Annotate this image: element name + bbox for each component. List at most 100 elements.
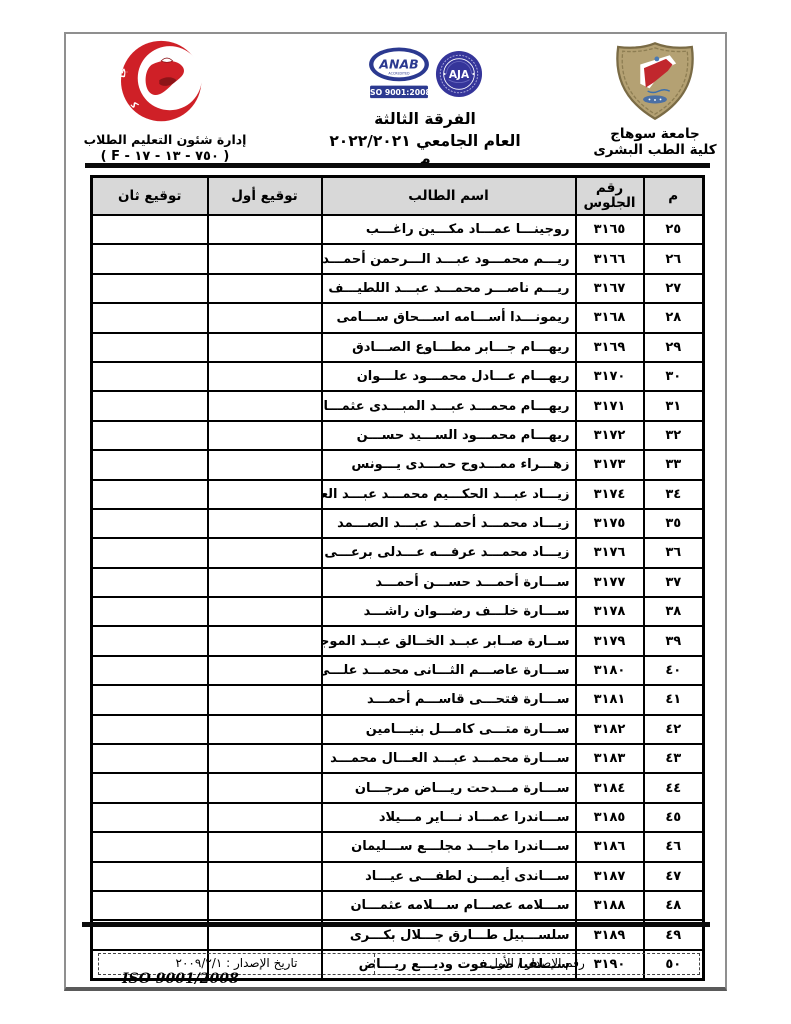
second-signature-cell (90, 390, 209, 422)
serial-cell: ٤٠ (642, 654, 705, 687)
crescent-top-text: جامعة سوهاج (100, 31, 129, 78)
second-signature-cell (90, 302, 209, 334)
seat-number-cell: ٣١٧٨ (574, 596, 645, 628)
table-row: ٣٦ ٣١٧٦ زيـــاد محمـــد عرفـــه عـــدلى … (90, 537, 705, 569)
first-signature-cell (206, 713, 323, 746)
serial-cell: ٢٦ (642, 243, 705, 275)
first-signature-cell (206, 478, 323, 510)
student-name-cell: ســارة صــابر عبــد الخــالق عبــد الموج… (320, 625, 577, 657)
seat-number-cell: ٣١٦٦ (574, 243, 645, 275)
aja-logo-icon: AJA (435, 50, 483, 98)
first-signature-cell (206, 272, 323, 305)
serial-cell: ٤٥ (642, 801, 705, 834)
table-row: ٣٤ ٣١٧٤ زيـــاد عبـــد الحكـــيم محمـــد… (90, 478, 705, 510)
second-signature-cell (90, 860, 209, 892)
student-name-cell: ريـــم ناصـــر محمـــد عبـــد اللطيـــف (320, 272, 577, 305)
table-row: ٥٠ ٣١٩٠ ســـلفيا صـــفوت وديـــع ريـــاض (90, 948, 705, 981)
student-name-cell: ســـارة مـــدحت ريـــاض مرجـــان (320, 772, 577, 804)
certification-logos: ANAB ACCREDITED ISO 9001:2008 AJA (325, 46, 525, 102)
serial-cell: ٢٥ (642, 213, 705, 246)
seat-number-cell: ٣١٨٦ (574, 831, 645, 863)
second-signature-cell (90, 213, 209, 246)
university-block: جامعة سوهاج كلية الطب البشرى (585, 40, 725, 158)
student-name-cell: ســـاندرا عمـــاد نـــاير مـــيلاد (320, 801, 577, 834)
table-row: ٣٣ ٣١٧٣ زهـــراء ممـــدوح حمـــدى يـــون… (90, 449, 705, 481)
second-signature-cell (90, 772, 209, 804)
col-header-name: اسم الطالب (320, 175, 577, 216)
student-name-cell: ريهـــام محمـــد عبـــد المبـــدى عثمـــ… (320, 390, 577, 422)
second-signature-cell (90, 360, 209, 393)
first-signature-cell (206, 772, 323, 804)
second-signature-cell (90, 243, 209, 275)
serial-cell: ٣٢ (642, 419, 705, 452)
seat-number-cell: ٣١٨١ (574, 684, 645, 716)
table-row: ٤١ ٣١٨١ ســـارة فتحـــى قاســـم أحمـــد (90, 684, 705, 716)
student-name-cell: ســـارة أحمـــد حســـن أحمـــد (320, 566, 577, 599)
seat-number-cell: ٣١٧٥ (574, 507, 645, 540)
seat-number-cell: ٣١٩٠ (574, 948, 645, 981)
second-signature-cell (90, 419, 209, 452)
seat-number-cell: ٣١٧٣ (574, 449, 645, 481)
serial-cell: ٢٧ (642, 272, 705, 305)
table-row: ٤٦ ٣١٨٦ ســـاندرا ماجـــد مجلـــع ســـلي… (90, 831, 705, 863)
header-divider-rule (85, 163, 710, 168)
student-name-cell: ســـلفيا صـــفوت وديـــع ريـــاض (320, 948, 577, 981)
seat-number-cell: ٣١٨٣ (574, 743, 645, 775)
serial-cell: ٣٨ (642, 596, 705, 628)
table-row: ٣٩ ٣١٧٩ ســارة صــابر عبــد الخــالق عبـ… (90, 625, 705, 657)
anab-accredited-text: ACCREDITED (388, 71, 410, 75)
university-name: جامعة سوهاج (610, 126, 700, 142)
table-row: ٣٢ ٣١٧٢ ريهـــام محمـــود الســـيد حســـ… (90, 419, 705, 452)
department-name: إدارة شئون التعليم الطلاب (83, 132, 247, 147)
first-signature-cell (206, 390, 323, 422)
first-signature-cell (206, 831, 323, 863)
first-signature-cell (206, 684, 323, 716)
second-signature-cell (90, 801, 209, 834)
first-signature-cell (206, 537, 323, 569)
seat-number-cell: ٣١٧١ (574, 390, 645, 422)
academic-year: العام الجامعي ٢٠٢٢/٢٠٢١ م (329, 132, 521, 168)
first-signature-cell (206, 213, 323, 246)
second-signature-cell (90, 713, 209, 746)
seat-number-cell: ٣١٨٧ (574, 860, 645, 892)
table-row: ٤٠ ٣١٨٠ ســـارة عاصـــم الثـــانى محمـــ… (90, 654, 705, 687)
serial-cell: ٢٩ (642, 331, 705, 363)
table-bottom-rule (82, 922, 710, 927)
first-signature-cell (206, 596, 323, 628)
second-signature-cell (90, 537, 209, 569)
table-row: ٣١ ٣١٧١ ريهـــام محمـــد عبـــد المبـــد… (90, 390, 705, 422)
seat-number-cell: ٣١٧٤ (574, 478, 645, 510)
seat-number-cell: ٣١٦٧ (574, 272, 645, 305)
student-name-cell: ســـاندى أيمـــن لطفـــى عيـــاد (320, 860, 577, 892)
student-name-cell: زهـــراء ممـــدوح حمـــدى يـــونس (320, 449, 577, 481)
col-header-sig1: توقيع أول (206, 175, 323, 216)
table-row: ٢٦ ٣١٦٦ ريـــم محمـــود عبـــد الـــرحمن… (90, 243, 705, 275)
serial-cell: ٥٠ (642, 948, 705, 981)
second-signature-cell (90, 596, 209, 628)
table-row: ٢٨ ٣١٦٨ ريمونـــدا أســـامه اســـحاق ســ… (90, 302, 705, 334)
table-row: ٣٠ ٣١٧٠ ريهـــام عـــادل محمـــود علـــو… (90, 360, 705, 393)
col-header-sig2: توقيع ثان (90, 175, 209, 216)
serial-cell: ٤٦ (642, 831, 705, 863)
table-row: ٤٧ ٣١٨٧ ســـاندى أيمـــن لطفـــى عيـــاد (90, 860, 705, 892)
first-signature-cell (206, 302, 323, 334)
serial-cell: ٣١ (642, 390, 705, 422)
aja-text: AJA (449, 69, 470, 81)
seat-number-cell: ٣١٧٢ (574, 419, 645, 452)
col-header-serial: م (642, 175, 705, 216)
first-signature-cell (206, 625, 323, 657)
seat-number-cell: ٣١٧٧ (574, 566, 645, 599)
table-row: ٣٨ ٣١٧٨ ســـارة خلـــف رضـــوان راشـــد (90, 596, 705, 628)
anab-logo-icon: ANAB ACCREDITED ISO 9001:2008 (367, 47, 431, 99)
first-signature-cell (206, 948, 323, 981)
second-signature-cell (90, 743, 209, 775)
first-signature-cell (206, 654, 323, 687)
seat-number-cell: ٣١٦٥ (574, 213, 645, 246)
first-signature-cell (206, 243, 323, 275)
iso-standard-label: ISO 9001/2008 (122, 971, 239, 987)
second-signature-cell (90, 449, 209, 481)
second-signature-cell (90, 654, 209, 687)
table-row: ٣٧ ٣١٧٧ ســـارة أحمـــد حســـن أحمـــد (90, 566, 705, 599)
serial-cell: ٣٧ (642, 566, 705, 599)
